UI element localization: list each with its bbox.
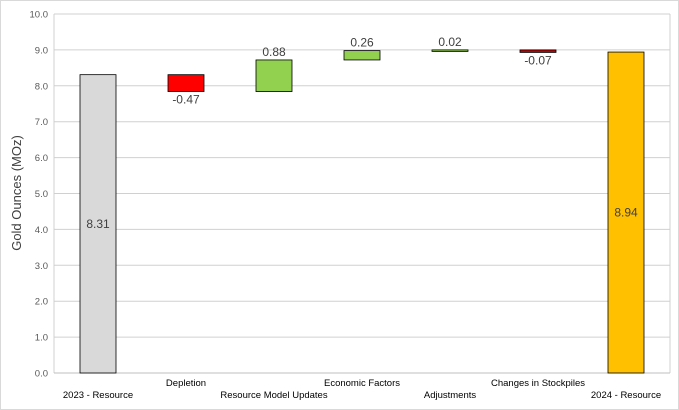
y-tick-label: 8.0 [35, 81, 48, 92]
gridlines [53, 13, 671, 373]
category-label: Changes in Stockpiles [491, 378, 585, 389]
data-labels: 8.31 -0.47 0.88 0.26 0.02 -0.07 8.94 [86, 35, 638, 231]
category-label: Depletion [166, 378, 206, 389]
data-label: 0.26 [350, 36, 374, 50]
category-label: Economic Factors [324, 378, 400, 389]
y-tick-label: 10.0 [30, 10, 49, 21]
category-label: 2023 - Resource [63, 390, 133, 401]
category-label: Adjustments [424, 390, 477, 401]
bar-economic-factors [343, 50, 381, 61]
bar-resource-model-updates [255, 59, 293, 92]
y-axis-label: Gold Ounces (MOz) [9, 135, 24, 251]
y-axis-ticks: 0.0 1.0 2.0 3.0 4.0 5.0 6.0 7.0 8.0 9.0 10.0 [30, 10, 49, 380]
data-label: 0.02 [438, 35, 462, 49]
y-tick-label: 7.0 [35, 117, 48, 128]
bars [79, 49, 645, 374]
bar-2023-resource [79, 74, 117, 374]
y-tick-label: 4.0 [35, 225, 48, 236]
data-label: 8.31 [86, 217, 110, 231]
y-tick-label: 6.0 [35, 153, 48, 164]
y-tick-label: 3.0 [35, 261, 48, 272]
bar-changes-in-stockpiles [519, 49, 557, 53]
category-labels: 2023 - Resource Depletion Resource Model U… [63, 378, 661, 401]
category-label: Resource Model Updates [220, 390, 327, 401]
data-label: -0.07 [524, 53, 552, 67]
category-label: 2024 - Resource [591, 390, 661, 401]
y-tick-label: 1.0 [35, 333, 48, 344]
data-label: -0.47 [172, 93, 200, 107]
bar-depletion [167, 74, 205, 92]
data-label: 8.94 [614, 206, 638, 220]
y-tick-label: 5.0 [35, 189, 48, 200]
y-tick-label: 9.0 [35, 45, 48, 56]
bar-adjustments [431, 49, 469, 52]
y-tick-label: 0.0 [35, 369, 48, 380]
data-label: 0.88 [262, 45, 286, 59]
y-tick-label: 2.0 [35, 297, 48, 308]
bar-2024-resource [607, 51, 645, 374]
